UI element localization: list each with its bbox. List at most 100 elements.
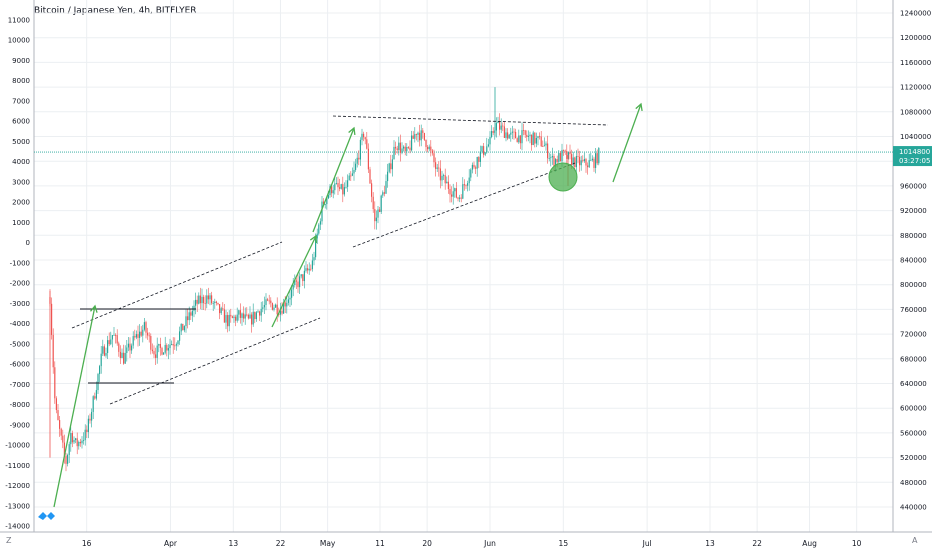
right-tick-label-20: 1240000: [900, 10, 931, 18]
candle-body-325: [569, 151, 571, 155]
candle-body-244: [439, 168, 441, 181]
x-tick-label-7: Jun: [483, 539, 496, 548]
candle-body-46: [123, 352, 125, 364]
candle-body-167: [316, 233, 318, 239]
arrow-rally-march: [53, 304, 98, 508]
candle-body-28: [94, 396, 96, 399]
candle-body-175: [329, 186, 331, 196]
candle-body-139: [271, 303, 273, 310]
candle-body-270: [481, 146, 483, 152]
candle-body-4: [55, 398, 57, 411]
candle-body-239: [431, 150, 433, 154]
right-tick-label-15: 1040000: [900, 133, 931, 141]
candle-body-169: [319, 221, 321, 225]
candle-body-280: [497, 121, 499, 124]
candle-body-21: [83, 440, 85, 441]
candle-body-294: [519, 135, 521, 144]
candle-body-144: [279, 310, 281, 315]
candle-body-45: [121, 352, 123, 358]
candle-body-238: [430, 146, 432, 151]
candle-body-322: [564, 150, 566, 152]
candle-body-72: [164, 345, 166, 353]
candle-body-219: [399, 142, 401, 153]
x-tick-label-8: 15: [559, 539, 569, 548]
candle-body-173: [326, 198, 328, 205]
candle-body-42: [116, 335, 118, 344]
timezone-toggle[interactable]: Z: [6, 536, 12, 545]
right-tick-label-1: 480000: [900, 479, 927, 487]
candle-body-118: [238, 310, 240, 315]
candle-body-218: [398, 142, 400, 151]
candle-body-300: [529, 134, 531, 136]
candle-body-159: [303, 270, 305, 282]
candle-body-243: [438, 167, 440, 169]
candle-body-116: [235, 316, 237, 321]
candle-body-87: [188, 312, 190, 321]
candle-body-75: [169, 344, 171, 349]
left-tick-label-19: 5000: [12, 138, 30, 146]
candle-body-327: [572, 157, 574, 166]
candle-body-103: [214, 301, 216, 303]
left-tick-label-7: -7000: [10, 381, 30, 389]
candle-body-131: [259, 311, 261, 316]
candle-body-198: [366, 139, 368, 149]
candle-body-177: [332, 190, 334, 194]
candle-body-263: [470, 169, 472, 178]
x-tick-label-12: Aug: [802, 539, 817, 548]
candle-body-315: [553, 156, 555, 167]
candle-body-107: [220, 308, 222, 314]
candle-body-258: [462, 184, 464, 199]
candle-body-99: [207, 295, 209, 300]
candle-body-200: [369, 169, 371, 184]
candle-body-224: [407, 146, 409, 148]
candle-body-126: [251, 314, 253, 325]
candle-body-318: [558, 153, 560, 163]
candle-body-229: [415, 134, 417, 135]
candle-body-81: [179, 331, 181, 341]
candle-body-17: [76, 438, 78, 447]
candle-body-136: [267, 299, 269, 301]
candle-body-43: [118, 343, 120, 352]
candle-body-8: [62, 435, 64, 443]
candle-body-143: [278, 314, 280, 316]
candle-body-323: [566, 151, 568, 159]
candle-body-155: [297, 281, 299, 288]
candle-body-84: [183, 326, 185, 331]
candle-body-129: [255, 312, 257, 320]
candle-body-201: [371, 183, 373, 197]
candle-body-16: [75, 438, 77, 440]
candle-body-234: [423, 132, 425, 140]
candle-body-255: [457, 197, 459, 199]
right-tick-label-12: 920000: [900, 207, 927, 215]
candle-body-14: [71, 433, 73, 443]
candle-body-212: [388, 163, 390, 172]
candle-body-319: [559, 153, 561, 162]
candle-body-301: [531, 134, 533, 146]
candle-body-152: [292, 285, 294, 290]
candle-body-158: [302, 274, 304, 282]
candle-body-151: [291, 289, 293, 298]
candle-body-277: [492, 131, 494, 133]
arrow-projection: [612, 102, 643, 183]
candle-body-237: [428, 146, 430, 150]
candle-body-93: [198, 295, 200, 304]
candle-body-288: [510, 132, 512, 135]
tradingview-logo-icon[interactable]: [38, 512, 55, 520]
candle-body-168: [318, 224, 320, 234]
candle-body-55: [137, 334, 139, 338]
candle-body-27: [92, 396, 94, 412]
candle-body-36: [107, 340, 109, 353]
candle-body-220: [401, 148, 403, 153]
candle-body-33: [102, 346, 104, 354]
right-tick-label-6: 680000: [900, 355, 927, 363]
candle-body-37: [108, 340, 110, 345]
candle-body-147: [284, 302, 286, 307]
x-tick-label-4: May: [320, 539, 336, 548]
candle-body-123: [246, 314, 248, 316]
candle-body-226: [411, 135, 413, 151]
candle-body-92: [196, 299, 198, 304]
arrow-rally-may: [312, 126, 356, 233]
auto-scale-toggle[interactable]: A: [912, 536, 918, 545]
candle-body-98: [206, 295, 208, 304]
